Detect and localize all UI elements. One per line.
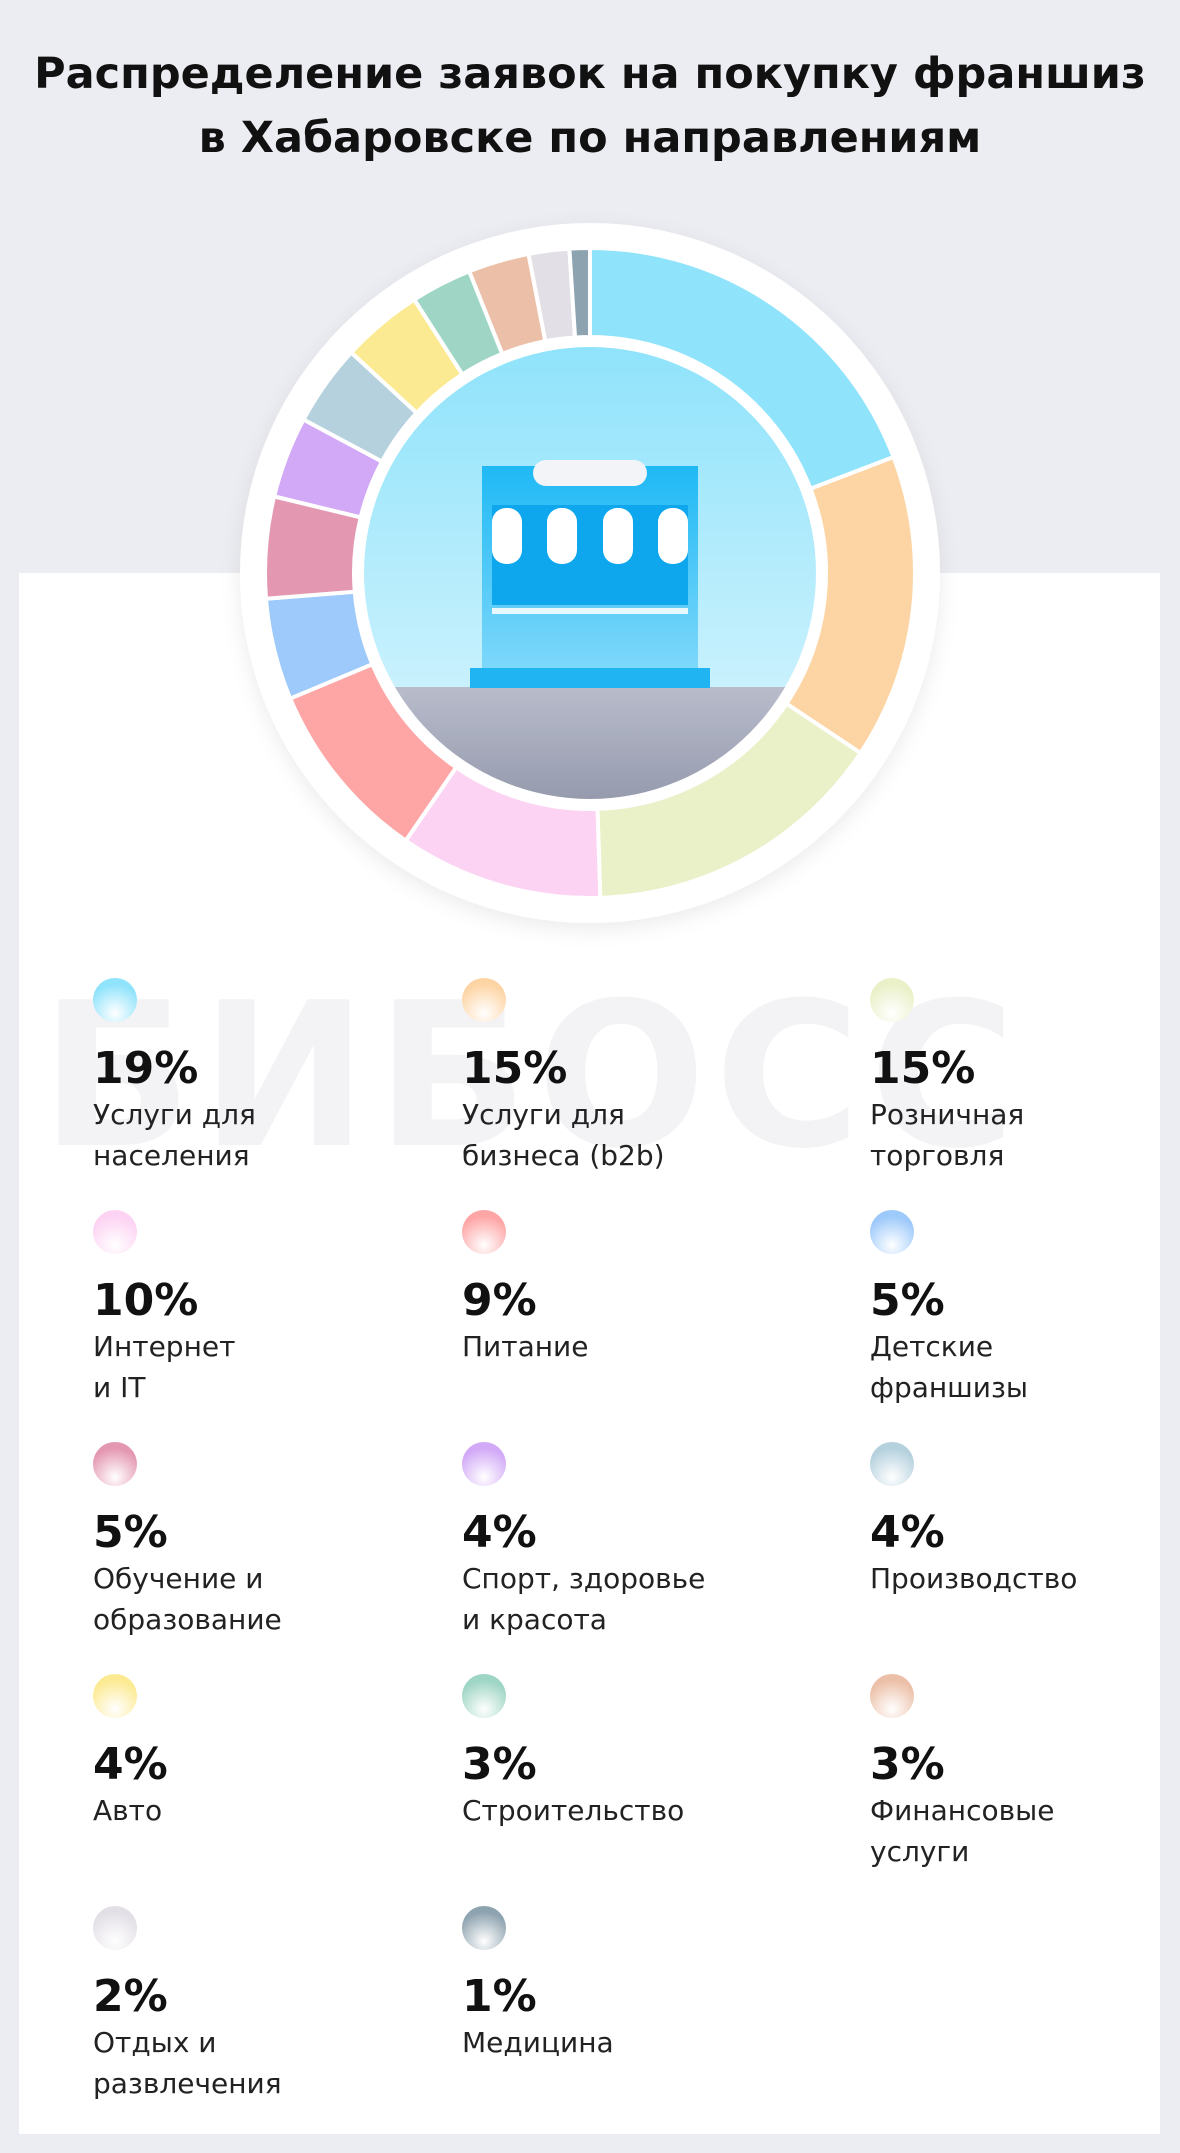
legend-swatch [870,978,914,1022]
watermark: БИБОСС [40,960,1024,1193]
legend-item: 4% Производство [870,1442,1180,1599]
legend-swatch [870,1210,914,1254]
value-label: 2% [93,1971,168,2022]
value-label: 5% [870,1275,945,1326]
value-label: 3% [870,1739,945,1790]
legend-label: Спорт, здоровье и красота [462,1562,706,1636]
legend-item: 3% Финансовые услуги [870,1674,1180,1872]
legend-label: Детские франшизы [870,1330,1028,1404]
legend-label: Услуги для бизнеса (b2b) [462,1098,665,1172]
legend-label: Розничная торговля [870,1098,1025,1172]
legend-item: 4% Авто [93,1674,413,1831]
donut-segment [567,245,592,340]
value-label: 15% [462,1043,568,1094]
legend-item: 3% Строительство [462,1674,782,1831]
value-label: 4% [462,1507,537,1558]
legend-swatch [870,1674,914,1718]
legend-swatch [462,1442,506,1486]
legend-label: Медицина [462,2026,614,2059]
legend-item: 9% Питание [462,1210,782,1367]
value-label: 3% [462,1739,537,1790]
value-label: 5% [93,1507,168,1558]
legend-label: Обучение и образование [93,1562,282,1636]
legend-swatch [462,1674,506,1718]
legend-swatch [462,1210,506,1254]
legend-item: 5% Обучение и образование [93,1442,413,1640]
legend-item: 15% Розничная торговля [870,978,1180,1176]
legend-swatch [462,978,506,1022]
value-label: 4% [870,1507,945,1558]
value-label: 9% [462,1275,537,1326]
legend-swatch [870,1442,914,1486]
legend-item: 19% Услуги для населения [93,978,413,1176]
legend-label: Отдых и развлечения [93,2026,282,2100]
legend-label: Производство [870,1562,1078,1595]
legend-swatch [93,1906,137,1950]
donut-chart [240,223,940,923]
legend-label: Авто [93,1794,163,1827]
value-label: 4% [93,1739,168,1790]
chart-title: Распределение заявок на покупку франшиз … [34,49,1146,163]
legend-item: 1% Медицина [462,1906,782,2063]
legend-item: 15% Услуги для бизнеса (b2b) [462,978,782,1176]
legend-swatch [93,1674,137,1718]
legend-label: Финансовые услуги [870,1794,1055,1868]
legend-label: Строительство [462,1794,685,1827]
value-label: 10% [93,1275,199,1326]
legend-swatch [93,978,137,1022]
legend-swatch [462,1906,506,1950]
legend-label: Услуги для населения [93,1098,256,1172]
legend-swatch [93,1442,137,1486]
legend-item: 5% Детские франшизы [870,1210,1180,1408]
value-label: 19% [93,1043,199,1094]
value-label: 1% [462,1971,537,2022]
legend-swatch [93,1210,137,1254]
legend-item: 10% Интернет и IT [93,1210,413,1408]
value-label: 15% [870,1043,976,1094]
legend-item: 2% Отдых и развлечения [93,1906,413,2104]
legend-item: 4% Спорт, здоровье и красота [462,1442,782,1640]
legend-label: Питание [462,1330,589,1363]
legend-label: Интернет и IT [93,1330,236,1404]
